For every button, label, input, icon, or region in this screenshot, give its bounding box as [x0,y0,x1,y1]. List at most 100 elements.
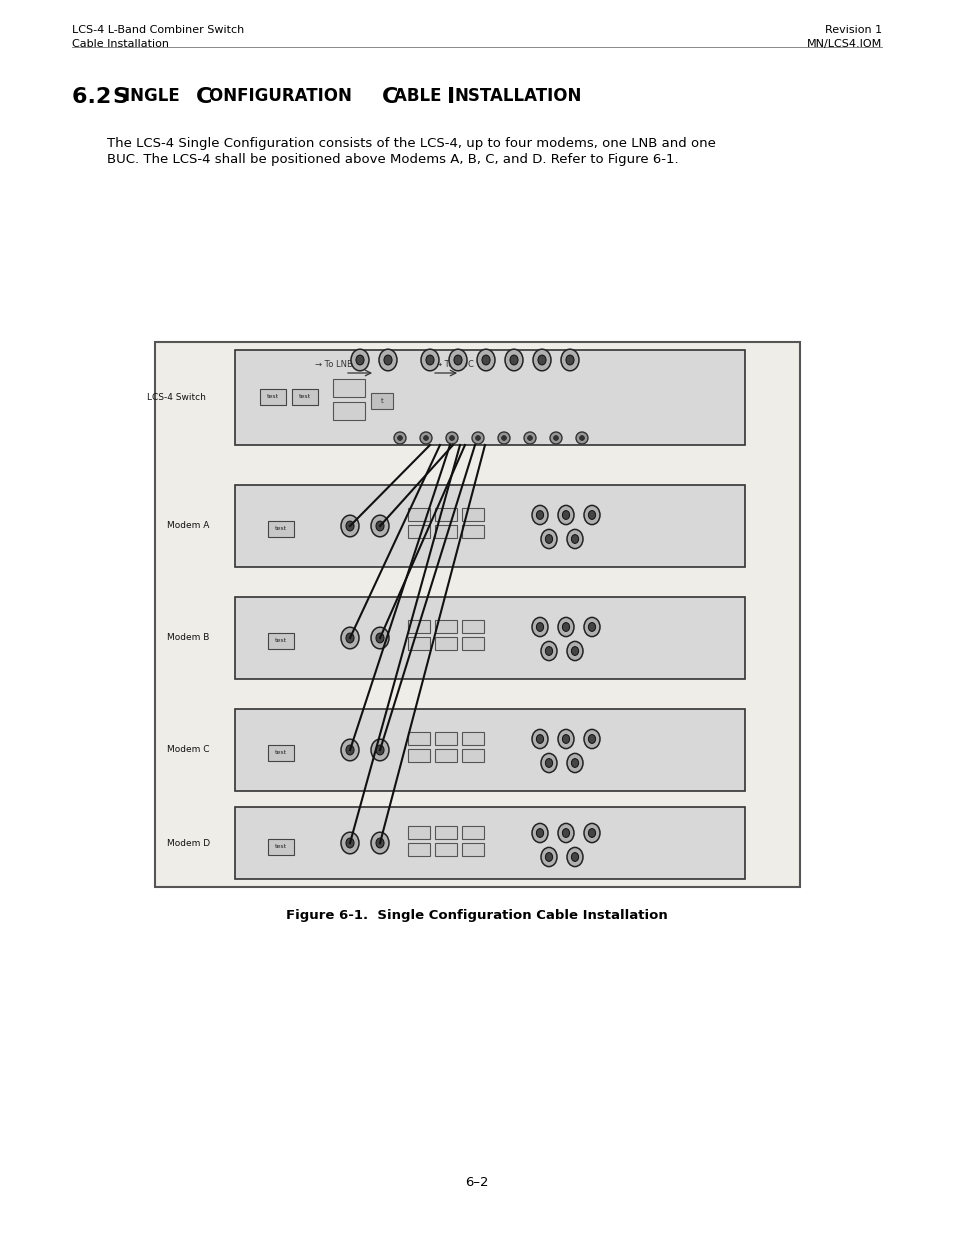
Text: Modem C: Modem C [167,746,210,755]
Ellipse shape [571,647,578,656]
Text: Modem B: Modem B [167,634,209,642]
Ellipse shape [545,535,552,543]
Ellipse shape [536,829,543,837]
Bar [154,342,800,887]
Bar [408,620,430,634]
Ellipse shape [562,829,569,837]
Text: LCS-4 Switch: LCS-4 Switch [147,393,206,403]
Text: test: test [274,526,287,531]
Ellipse shape [545,647,552,656]
Circle shape [523,432,536,445]
Ellipse shape [566,641,582,661]
Text: test: test [267,394,279,399]
Text: Modem A: Modem A [167,521,209,531]
Ellipse shape [346,839,354,848]
Ellipse shape [340,740,358,761]
Ellipse shape [532,730,547,748]
Bar [461,748,483,762]
Bar [408,637,430,650]
Ellipse shape [583,824,599,842]
Ellipse shape [383,354,392,366]
Ellipse shape [532,505,547,525]
Ellipse shape [566,753,582,773]
Circle shape [394,432,406,445]
Text: → To LNB: → To LNB [314,359,353,369]
Text: INGLE: INGLE [124,86,185,105]
Bar [461,637,483,650]
Circle shape [423,436,428,441]
Text: Modem D: Modem D [167,839,210,847]
Ellipse shape [504,350,522,370]
Ellipse shape [371,832,389,853]
Ellipse shape [536,735,543,743]
Ellipse shape [355,354,364,366]
Bar [461,844,483,856]
Ellipse shape [340,627,358,648]
Circle shape [550,432,561,445]
Circle shape [579,436,584,441]
Circle shape [472,432,483,445]
Text: test: test [298,394,311,399]
Ellipse shape [566,530,582,548]
Ellipse shape [340,515,358,537]
Bar [333,403,365,420]
Text: ONFIGURATION: ONFIGURATION [209,86,357,105]
Circle shape [446,432,457,445]
Ellipse shape [571,758,578,767]
Ellipse shape [558,505,574,525]
Bar [435,525,456,538]
Bar [461,732,483,745]
Text: 6–2: 6–2 [465,1177,488,1189]
Bar [234,806,744,879]
Ellipse shape [420,350,438,370]
Circle shape [419,432,432,445]
Text: C: C [195,86,213,107]
Ellipse shape [378,350,396,370]
Ellipse shape [562,510,569,520]
Ellipse shape [571,852,578,861]
Bar [461,826,483,839]
Text: test: test [274,845,287,850]
Ellipse shape [540,641,557,661]
Bar [268,839,294,855]
Ellipse shape [558,618,574,636]
Ellipse shape [375,839,384,848]
Text: test: test [274,751,287,756]
Ellipse shape [510,354,517,366]
Ellipse shape [371,515,389,537]
Ellipse shape [588,829,595,837]
Text: The LCS-4 Single Configuration consists of the LCS-4, up to four modems, one LNB: The LCS-4 Single Configuration consists … [107,137,715,149]
Ellipse shape [562,622,569,631]
Bar [234,709,744,790]
Bar [435,508,456,521]
Circle shape [397,436,402,441]
Bar [268,634,294,650]
Ellipse shape [545,758,552,767]
Ellipse shape [476,350,495,370]
Ellipse shape [481,354,490,366]
Ellipse shape [588,622,595,631]
Bar [435,637,456,650]
Ellipse shape [346,521,354,531]
Bar [234,485,744,567]
Text: BUC. The LCS-4 shall be positioned above Modems A, B, C, and D. Refer to Figure : BUC. The LCS-4 shall be positioned above… [107,153,678,165]
Text: I: I [447,86,455,107]
Ellipse shape [346,634,354,643]
Bar [461,525,483,538]
Bar [435,748,456,762]
Circle shape [527,436,532,441]
Ellipse shape [351,350,369,370]
Text: → To BUC: → To BUC [435,359,474,369]
Ellipse shape [536,510,543,520]
Bar [260,389,286,405]
Bar [408,826,430,839]
Ellipse shape [565,354,574,366]
Bar [461,620,483,634]
Text: t: t [380,398,383,404]
Bar [408,525,430,538]
Ellipse shape [562,735,569,743]
Bar [435,732,456,745]
Ellipse shape [532,824,547,842]
Ellipse shape [536,622,543,631]
Text: ABLE: ABLE [394,86,447,105]
